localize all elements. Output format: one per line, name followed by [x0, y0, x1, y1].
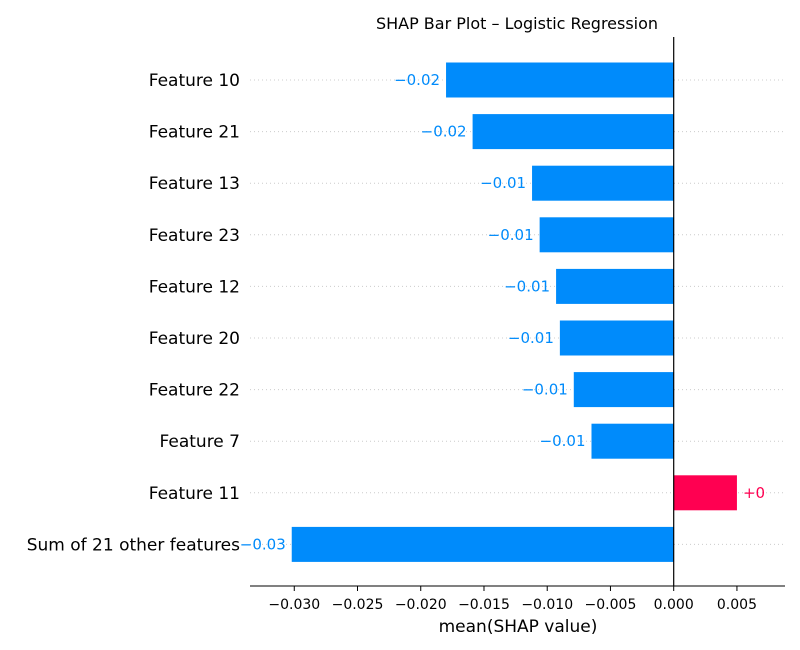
feature-label-3: Feature 23	[149, 226, 240, 246]
x-tick-label-7: 0.005	[717, 597, 757, 613]
bar-2	[532, 165, 674, 201]
x-tick-label-5: −0.005	[585, 597, 637, 613]
x-tick-label-4: −0.010	[521, 597, 573, 613]
value-label-0: −0.02	[394, 71, 440, 89]
bar-4	[556, 268, 674, 304]
value-label-4: −0.01	[504, 277, 550, 295]
x-tick-label-1: −0.025	[332, 597, 384, 613]
value-label-7: −0.01	[540, 432, 586, 450]
bar-5	[559, 320, 674, 356]
bar-layer	[291, 62, 737, 562]
bar-1	[472, 114, 674, 150]
bar-3	[539, 217, 674, 253]
value-label-1: −0.02	[421, 123, 467, 141]
bar-9	[291, 526, 674, 562]
feature-label-6: Feature 22	[149, 381, 240, 401]
bar-0	[446, 62, 674, 98]
value-label-3: −0.01	[488, 226, 534, 244]
bar-8	[673, 475, 737, 511]
x-tick-label-3: −0.015	[458, 597, 510, 613]
value-label-8: +0	[743, 484, 765, 502]
feature-label-1: Feature 21	[149, 123, 240, 143]
feature-label-2: Feature 13	[149, 174, 240, 194]
feature-label-8: Feature 11	[149, 484, 240, 504]
grid-layer	[250, 79, 785, 545]
value-label-9: −0.03	[240, 535, 286, 553]
bar-6	[573, 372, 674, 408]
feature-label-7: Feature 7	[160, 432, 240, 452]
x-tick-label-2: −0.020	[395, 597, 447, 613]
bar-7	[591, 423, 674, 459]
value-label-5: −0.01	[508, 329, 554, 347]
feature-label-9: Sum of 21 other features	[27, 535, 240, 555]
x-tick-label-0: −0.030	[268, 597, 320, 613]
feature-label-0: Feature 10	[149, 71, 240, 91]
label-layer: Feature 10 −0.02 Feature 21 −0.02 Feature 13…	[27, 71, 765, 555]
x-axis-label: mean(SHAP value)	[439, 617, 598, 637]
x-tick-label-6: 0.000	[654, 597, 694, 613]
value-label-6: −0.01	[522, 381, 568, 399]
feature-label-4: Feature 12	[149, 277, 240, 297]
value-label-2: −0.01	[480, 174, 526, 192]
axis-layer: −0.030 −0.025 −0.020 −0.015 −0.010 −0.005 0.00…	[250, 37, 785, 613]
feature-label-5: Feature 20	[149, 329, 240, 349]
chart-title: SHAP Bar Plot – Logistic Regression	[376, 14, 658, 33]
